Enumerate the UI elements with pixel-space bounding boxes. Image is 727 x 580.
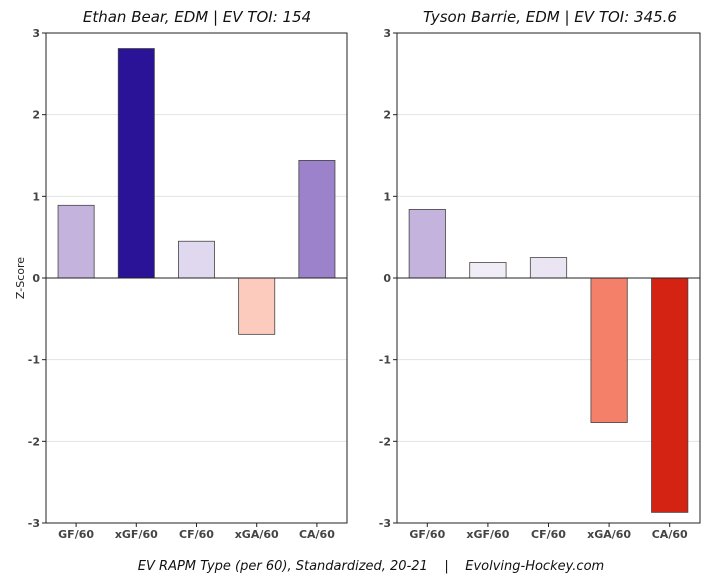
- y-axis-label: Z-Score: [14, 257, 27, 299]
- y-tick-label: 0: [383, 272, 391, 285]
- figure-caption: EV RAPM Type (per 60), Standardized, 20-…: [138, 559, 604, 574]
- chart-title: Ethan Bear, EDM | EV TOI: 154: [83, 8, 311, 26]
- y-tick-label: 3: [383, 27, 391, 40]
- bar-xga-60: [590, 277, 628, 423]
- bar-cf-60: [178, 240, 215, 279]
- y-tick-label: -1: [28, 354, 40, 367]
- bar-gf-60: [57, 204, 95, 279]
- x-tick-label: CA/60: [299, 528, 335, 541]
- y-tick-label: -2: [379, 435, 391, 448]
- y-tick-label: 3: [32, 27, 40, 40]
- y-tick-label: -3: [28, 517, 40, 530]
- bar-ca-60: [298, 159, 336, 279]
- x-tick-label: CA/60: [652, 528, 688, 541]
- y-tick-label: 1: [383, 190, 391, 203]
- x-tick-label: xGF/60: [466, 528, 509, 541]
- x-tick-label: xGA/60: [587, 528, 631, 541]
- x-tick-label: xGA/60: [235, 528, 279, 541]
- chart-title: Tyson Barrie, EDM | EV TOI: 345.6: [423, 8, 677, 26]
- bar-ca-60: [651, 277, 689, 513]
- x-tick-label: GF/60: [409, 528, 445, 541]
- x-tick-label: xGF/60: [115, 528, 158, 541]
- bar-xgf-60: [117, 48, 155, 279]
- x-tick-label: GF/60: [58, 528, 94, 541]
- x-tick-label: CF/60: [179, 528, 214, 541]
- bar-xgf-60: [469, 262, 507, 279]
- left-chart-panel: 3 2 1 0 -1 -2 -3 GF/60 xGF/60 CF/60 xGA/60 CA/60 Eth…: [14, 8, 348, 541]
- y-tick-label: 2: [32, 109, 40, 122]
- bar-gf-60: [408, 208, 446, 279]
- right-chart-panel: 3 2 1 0 -1 -2 -3 GF/60 xGF/60 CF/60 xGA/60 CA/60 Tys…: [379, 8, 701, 541]
- x-tick-label: CF/60: [531, 528, 566, 541]
- y-tick-label: -2: [28, 435, 40, 448]
- y-tick-label: -1: [379, 354, 391, 367]
- bar-cf-60: [529, 257, 568, 279]
- y-tick-label: 1: [32, 190, 40, 203]
- bar-xga-60: [238, 277, 276, 335]
- y-tick-label: 0: [32, 272, 40, 285]
- y-tick-label: -3: [379, 517, 391, 530]
- y-tick-label: 2: [383, 109, 391, 122]
